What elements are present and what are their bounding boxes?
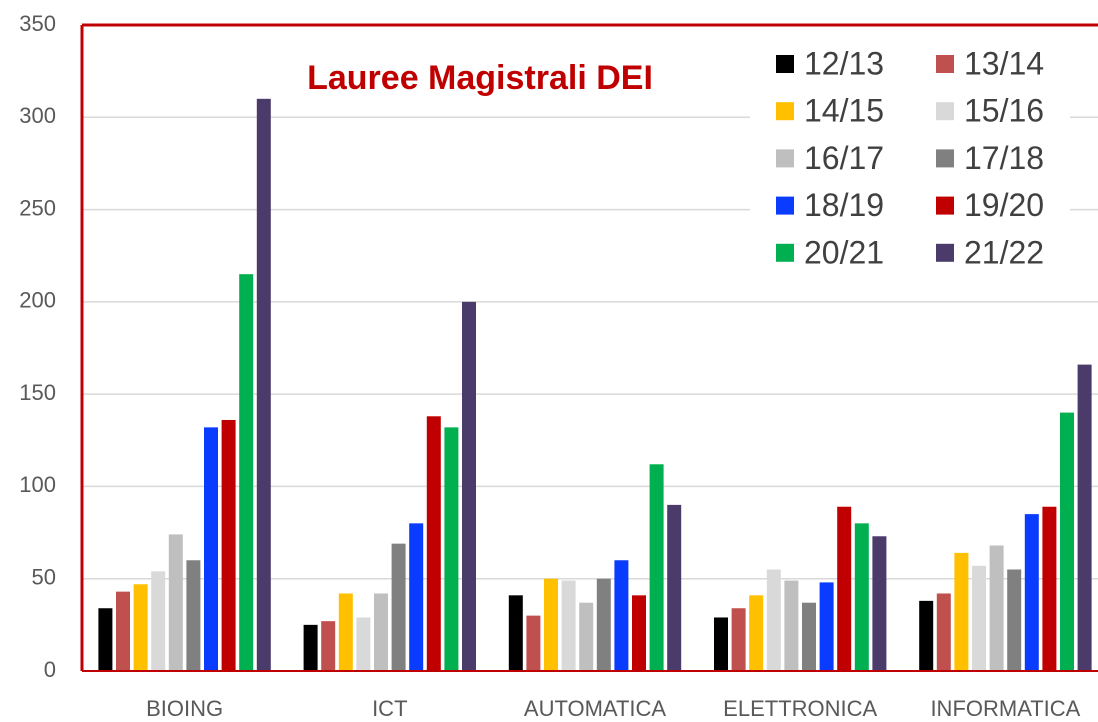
bar	[426, 416, 441, 671]
chart-title: Lauree Magistrali DEI	[307, 59, 653, 97]
legend-label: 18/19	[804, 187, 884, 223]
legend-swatch	[936, 196, 954, 215]
bar	[667, 504, 682, 671]
bar	[444, 427, 459, 671]
legend-label: 19/20	[964, 187, 1044, 223]
bar	[338, 593, 353, 671]
bar	[526, 615, 541, 671]
legend-label: 20/21	[804, 234, 884, 270]
bar	[256, 98, 271, 672]
bar	[802, 602, 816, 671]
bar	[1060, 412, 1074, 671]
bar	[239, 274, 254, 671]
bar	[1007, 569, 1022, 671]
legend-swatch	[936, 102, 954, 121]
legend-swatch	[776, 55, 794, 73]
bar	[409, 523, 424, 671]
y-tick-label: 150	[19, 380, 56, 405]
bar	[204, 427, 218, 671]
y-tick-label: 100	[19, 472, 56, 497]
bar	[837, 506, 852, 671]
bar	[784, 580, 799, 671]
y-tick-label: 50	[32, 565, 56, 590]
bar	[649, 464, 664, 671]
bar	[1077, 364, 1092, 671]
y-tick-label: 200	[19, 288, 56, 313]
legend-swatch	[936, 55, 954, 73]
bar	[819, 582, 834, 671]
x-tick-label: BIOING	[146, 696, 223, 721]
bar	[731, 608, 746, 671]
bar	[579, 602, 594, 671]
bar	[303, 624, 318, 671]
bar	[854, 523, 869, 671]
bar	[544, 578, 558, 671]
bar	[508, 595, 523, 671]
bar	[321, 621, 336, 671]
bar	[919, 600, 934, 671]
x-tick-label: ICT	[372, 696, 407, 721]
bar	[391, 543, 406, 671]
legend-label: 14/15	[804, 93, 884, 129]
x-tick-label: ELETTRONICA	[723, 696, 877, 721]
bar	[749, 595, 764, 671]
x-tick-label: AUTOMATICA	[524, 696, 667, 721]
legend-swatch	[776, 102, 794, 121]
bar	[989, 545, 1004, 671]
bar	[98, 608, 113, 671]
bar	[972, 565, 986, 671]
y-tick-label: 250	[19, 195, 56, 220]
bar	[151, 571, 166, 671]
bar	[186, 560, 201, 671]
legend-background	[750, 40, 1070, 275]
bar	[221, 419, 236, 671]
bar	[596, 578, 611, 671]
legend-label: 17/18	[964, 140, 1044, 176]
bars	[98, 98, 1092, 672]
bar	[133, 584, 148, 671]
legend-swatch	[776, 196, 794, 215]
bar	[936, 593, 951, 671]
bar	[1024, 514, 1039, 671]
bar	[356, 617, 371, 671]
legend-label: 21/22	[964, 234, 1044, 270]
legend-label: 16/17	[804, 140, 884, 176]
legend-swatch	[776, 149, 794, 168]
y-tick-label: 0	[44, 657, 56, 682]
legend-label: 15/16	[964, 93, 1044, 129]
y-tick-label: 300	[19, 103, 56, 128]
bar	[872, 536, 887, 671]
bar	[116, 591, 130, 671]
y-tick-label: 350	[19, 11, 56, 36]
bar	[462, 301, 476, 671]
legend-swatch	[936, 243, 954, 262]
x-tick-label: INFORMATICA	[930, 696, 1080, 721]
bar	[766, 569, 781, 671]
bar	[1042, 506, 1057, 671]
legend-swatch	[936, 149, 954, 168]
legend-label: 12/13	[804, 45, 884, 81]
bar	[614, 560, 629, 671]
bar	[168, 534, 183, 671]
bar	[954, 552, 969, 671]
bar	[374, 593, 388, 671]
bar	[561, 580, 576, 671]
bar	[632, 595, 646, 671]
legend-swatch	[776, 243, 794, 262]
bar	[714, 617, 728, 671]
legend-label: 13/14	[964, 45, 1044, 81]
